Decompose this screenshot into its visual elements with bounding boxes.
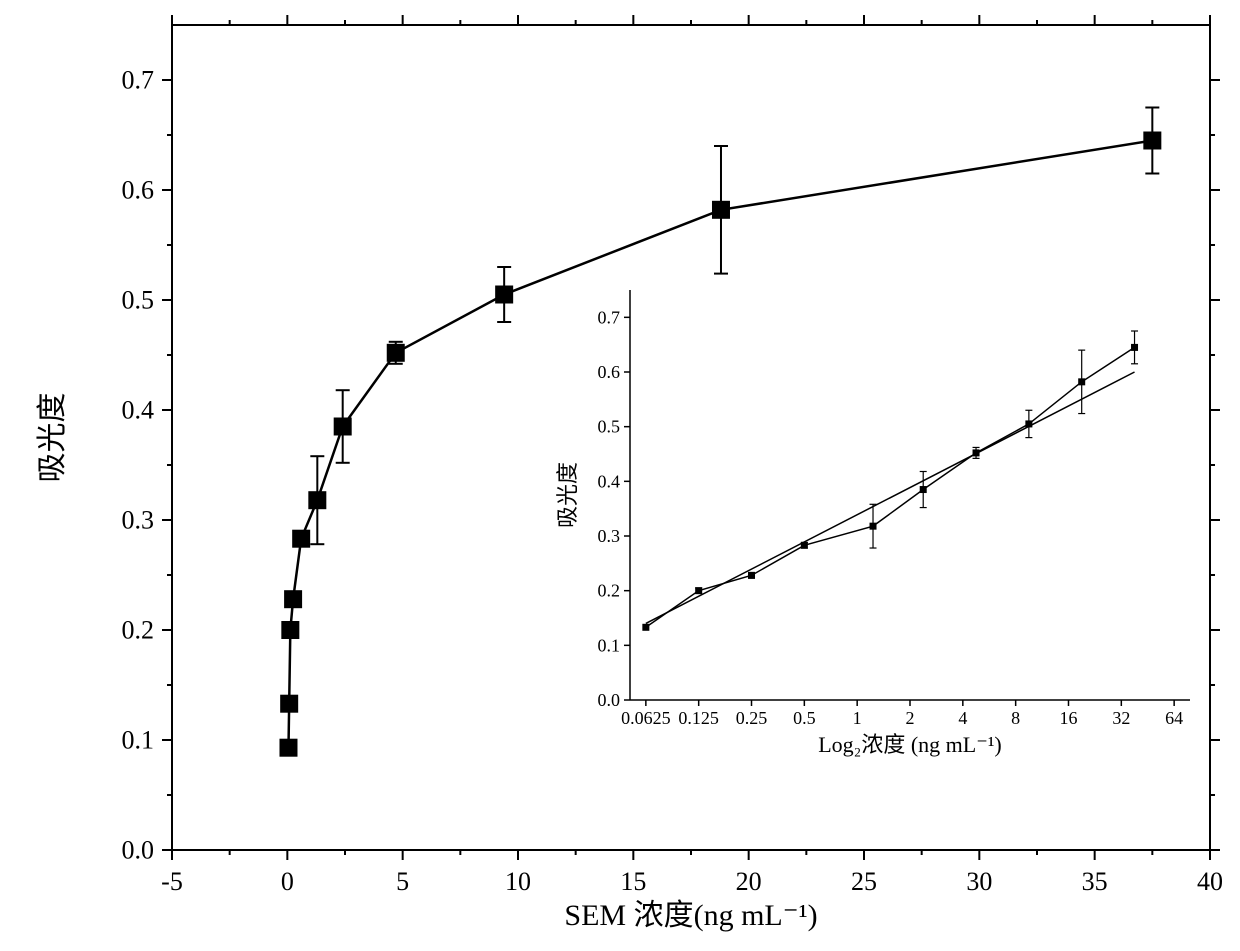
inset-ytick-label: 0.2 [598, 581, 621, 601]
inset-ytick-label: 0.1 [598, 635, 621, 655]
inset-xtick-label: 32 [1112, 708, 1130, 728]
inset-xtick-label: 0.0625 [621, 708, 671, 728]
inset-data-marker [973, 449, 980, 456]
inset-xlabel: Log₂浓度 (ng mL⁻¹) [818, 732, 1002, 757]
main-xtick-label: 0 [281, 867, 294, 896]
main-xtick-label: 30 [966, 867, 992, 896]
inset-data-marker [1025, 420, 1032, 427]
inset-xtick-label: 64 [1165, 708, 1183, 728]
inset-ytick-label: 0.4 [598, 471, 621, 491]
main-ytick-label: 0.0 [122, 836, 155, 865]
chart-container: -5 0 5 10 15 20 25 30 35 40 0.0 0.1 0.2 0.3 0.4 0.5 0.6 0… [0, 0, 1240, 951]
inset-xtick-label: 16 [1059, 708, 1077, 728]
inset-ytick-label: 0.5 [598, 417, 621, 437]
main-ytick-label: 0.6 [122, 176, 155, 205]
main-ytick-label: 0.3 [122, 506, 155, 535]
main-xtick-label: 20 [736, 867, 762, 896]
main-data-marker [308, 491, 326, 509]
chart-svg: -5 0 5 10 15 20 25 30 35 40 0.0 0.1 0.2 0.3 0.4 0.5 0.6 0… [0, 0, 1240, 951]
inset-data-marker [748, 572, 755, 579]
inset-xtick-label: 1 [853, 708, 862, 728]
main-data-marker [387, 344, 405, 362]
main-ytick-label: 0.1 [122, 726, 155, 755]
inset-ytick-label: 0.6 [598, 362, 621, 382]
inset-ytick-label: 0.3 [598, 526, 621, 546]
inset-data-marker [1131, 344, 1138, 351]
inset-data-marker [642, 624, 649, 631]
inset-ylabel: 吸光度 [555, 462, 580, 528]
main-data-marker [280, 695, 298, 713]
inset-data-marker [920, 486, 927, 493]
main-data-marker [281, 621, 299, 639]
main-xtick-label: 10 [505, 867, 531, 896]
main-xlabel: SEM 浓度(ng mL⁻¹) [564, 899, 817, 932]
main-data-marker [334, 418, 352, 436]
inset-xtick-label: 0.25 [736, 708, 768, 728]
main-ytick-label: 0.2 [122, 616, 155, 645]
main-data-marker [279, 739, 297, 757]
inset-data-marker [1078, 378, 1085, 385]
main-data-marker [292, 530, 310, 548]
main-ytick-label: 0.4 [122, 396, 155, 425]
main-xtick-label: -5 [161, 867, 183, 896]
inset-xtick-label: 0.125 [678, 708, 719, 728]
main-xtick-label: 35 [1082, 867, 1108, 896]
inset-data-marker [870, 523, 877, 530]
main-xtick-label: 5 [396, 867, 409, 896]
inset-data-marker [695, 587, 702, 594]
inset-xtick-label: 0.5 [793, 708, 816, 728]
inset-ytick-label: 0.7 [598, 307, 621, 327]
inset-backdrop [560, 280, 1200, 780]
main-ylabel: 吸光度 [36, 393, 69, 483]
main-data-marker [1143, 132, 1161, 150]
inset-data-marker [801, 542, 808, 549]
inset-xtick-label: 8 [1011, 708, 1020, 728]
main-data-marker [284, 590, 302, 608]
main-xtick-label: 25 [851, 867, 877, 896]
main-xtick-label: 40 [1197, 867, 1223, 896]
inset-xtick-label: 4 [958, 708, 967, 728]
inset-xtick-label: 2 [906, 708, 915, 728]
main-ytick-label: 0.5 [122, 286, 155, 315]
main-xtick-label: 15 [620, 867, 646, 896]
main-data-marker [495, 286, 513, 304]
main-data-marker [712, 201, 730, 219]
main-ytick-label: 0.7 [122, 66, 155, 95]
inset-ytick-label: 0.0 [598, 690, 621, 710]
